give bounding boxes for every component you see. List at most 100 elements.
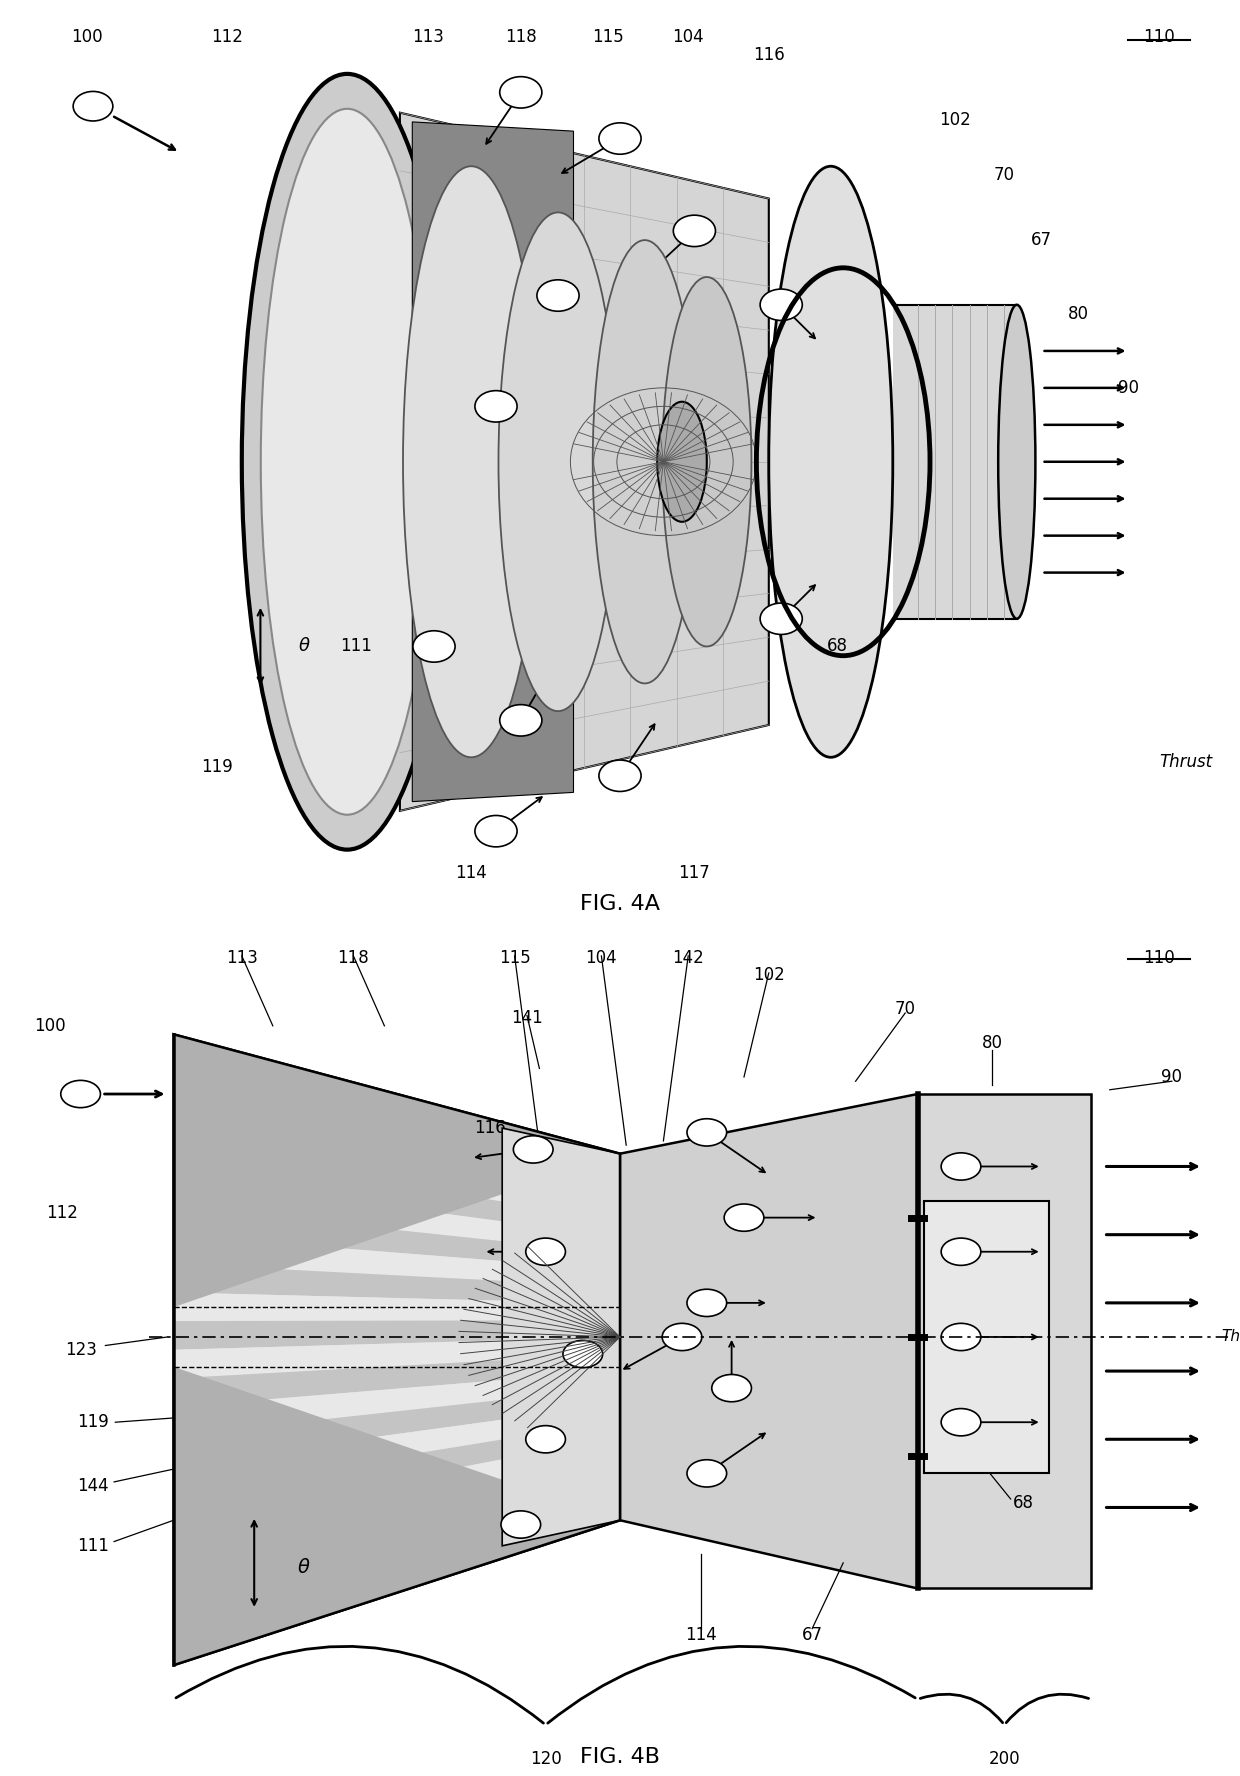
Text: 68: 68 — [827, 638, 847, 655]
Text: 113: 113 — [226, 948, 258, 968]
Text: 110: 110 — [1143, 28, 1176, 46]
Text: 67: 67 — [1032, 231, 1052, 249]
Text: 118: 118 — [337, 948, 370, 968]
Circle shape — [475, 391, 517, 423]
Circle shape — [501, 1511, 541, 1538]
Circle shape — [73, 91, 113, 121]
Circle shape — [941, 1238, 981, 1265]
Text: 142: 142 — [672, 948, 704, 968]
Bar — [918, 1094, 1091, 1588]
Text: 90: 90 — [1118, 378, 1138, 396]
Circle shape — [941, 1408, 981, 1435]
Polygon shape — [174, 1034, 620, 1666]
Text: 117: 117 — [678, 863, 711, 881]
Polygon shape — [174, 1437, 620, 1550]
Text: 118: 118 — [505, 28, 537, 46]
Text: 90: 90 — [1162, 1067, 1182, 1085]
Circle shape — [526, 1238, 565, 1265]
Ellipse shape — [242, 75, 453, 849]
Polygon shape — [174, 1387, 620, 1465]
Circle shape — [687, 1460, 727, 1487]
Text: 70: 70 — [994, 167, 1014, 185]
Text: 115: 115 — [591, 28, 624, 46]
Text: 100: 100 — [33, 1018, 66, 1035]
Polygon shape — [174, 1034, 620, 1170]
Bar — [924, 1201, 1049, 1472]
Polygon shape — [174, 1034, 620, 1307]
Circle shape — [61, 1080, 100, 1108]
Ellipse shape — [657, 401, 707, 522]
Polygon shape — [174, 1092, 620, 1204]
Polygon shape — [174, 1121, 620, 1220]
Text: 141: 141 — [511, 1009, 543, 1027]
Ellipse shape — [498, 213, 618, 710]
Text: 70: 70 — [895, 1000, 915, 1018]
Circle shape — [760, 604, 802, 634]
Text: 110: 110 — [1143, 948, 1176, 968]
Polygon shape — [502, 1128, 620, 1545]
Circle shape — [500, 705, 542, 735]
Text: 116: 116 — [753, 46, 785, 64]
Text: 112: 112 — [46, 1204, 78, 1222]
Ellipse shape — [260, 108, 434, 815]
Polygon shape — [174, 1234, 620, 1288]
Text: 67: 67 — [802, 1627, 822, 1645]
Text: 114: 114 — [455, 863, 487, 881]
Circle shape — [662, 1323, 702, 1350]
Text: 123: 123 — [64, 1341, 97, 1359]
Polygon shape — [174, 1320, 620, 1350]
Polygon shape — [174, 1371, 620, 1435]
Circle shape — [599, 760, 641, 792]
Polygon shape — [174, 1206, 620, 1270]
Text: 120: 120 — [529, 1751, 562, 1769]
Circle shape — [475, 815, 517, 847]
Circle shape — [413, 630, 455, 662]
Text: 102: 102 — [753, 966, 785, 984]
Text: 115: 115 — [498, 948, 531, 968]
Polygon shape — [174, 1353, 620, 1407]
Polygon shape — [620, 1094, 918, 1588]
Circle shape — [687, 1289, 727, 1316]
Text: 68: 68 — [1013, 1494, 1033, 1511]
Ellipse shape — [593, 240, 697, 684]
Circle shape — [760, 289, 802, 320]
Circle shape — [941, 1323, 981, 1350]
Text: Thrust: Thrust — [1159, 753, 1213, 771]
Circle shape — [941, 1153, 981, 1179]
Ellipse shape — [662, 277, 751, 646]
Text: FIG. 4A: FIG. 4A — [580, 895, 660, 915]
Polygon shape — [174, 1504, 620, 1666]
Polygon shape — [174, 1403, 620, 1494]
Text: θ: θ — [299, 638, 309, 655]
Text: 100: 100 — [71, 28, 103, 46]
Text: 111: 111 — [77, 1536, 109, 1554]
Text: Thrust: Thrust — [1221, 1330, 1240, 1344]
Text: 119: 119 — [77, 1414, 109, 1431]
Ellipse shape — [998, 305, 1035, 618]
Text: 144: 144 — [77, 1478, 109, 1495]
Polygon shape — [174, 1149, 620, 1238]
Circle shape — [500, 76, 542, 108]
Polygon shape — [399, 112, 769, 812]
Circle shape — [513, 1137, 553, 1163]
Circle shape — [599, 123, 641, 155]
Polygon shape — [174, 1487, 620, 1636]
Text: 80: 80 — [1069, 305, 1089, 323]
Text: θ: θ — [298, 1558, 310, 1577]
Text: 111: 111 — [340, 638, 372, 655]
Text: 119: 119 — [201, 758, 233, 776]
Polygon shape — [174, 1064, 620, 1186]
Circle shape — [526, 1426, 565, 1453]
Circle shape — [687, 1119, 727, 1146]
Text: 80: 80 — [982, 1034, 1002, 1051]
Polygon shape — [174, 1421, 620, 1522]
Text: FIG. 4B: FIG. 4B — [580, 1748, 660, 1767]
Polygon shape — [412, 554, 573, 801]
Text: 102: 102 — [939, 112, 971, 130]
Polygon shape — [174, 1265, 620, 1304]
Circle shape — [537, 281, 579, 311]
Text: 113: 113 — [412, 28, 444, 46]
Text: 117: 117 — [536, 1456, 568, 1474]
Circle shape — [673, 215, 715, 247]
Bar — [893, 305, 1017, 618]
